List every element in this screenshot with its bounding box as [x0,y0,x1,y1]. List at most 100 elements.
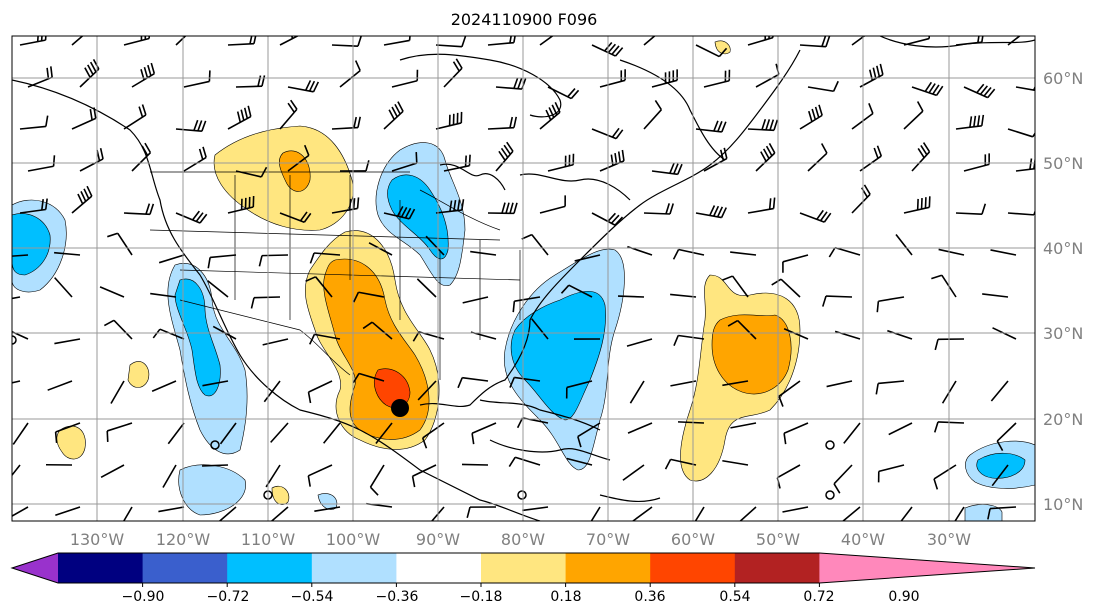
wind-barb-staff [591,44,616,57]
lon-label: 120°W [156,530,211,549]
colorbar-ticks: −0.90 −0.72 −0.54 −0.36 −0.18 0.18 0.36 … [122,589,920,605]
wind-barb-flag [54,431,58,444]
wind-barb-flag [191,210,200,221]
wind-barb-flag [818,104,823,116]
wind-barb-staff [12,296,21,300]
wind-barb-flag [716,206,724,218]
wind-barb-staff [963,86,989,99]
wind-barb-flag [607,43,616,54]
wind-barb-flag [761,118,767,130]
wind-barb-flag [933,478,939,490]
colorbar-segment [396,553,482,583]
lon-label: 80°W [501,530,545,549]
wind-barb-flag [505,202,510,214]
wind-barb-flag [243,107,249,119]
wind-barb-flag [312,81,320,93]
wind-barb-staff [963,163,990,172]
wind-barb-flag [611,45,620,55]
wind-barb-flag [287,102,295,113]
wind-barb-flag [617,151,622,163]
wind-barb-staff [79,158,104,172]
wind-barb-flag [672,249,680,260]
wind-barb-staff [71,36,84,46]
wind-barb-flag [103,319,115,327]
wind-barb-flag [996,440,1004,452]
colorbar-segment [58,553,144,583]
wind-barb-flag [924,81,933,92]
wind-barb-flag [1018,36,1020,37]
wind-barb-staff [722,380,749,387]
wind-barb-flag [721,121,727,133]
wind-barb-staff [412,464,437,477]
wind-barb-flag [615,129,624,140]
wind-barb-staff [843,422,861,444]
wind-barb-staff [747,207,774,214]
wind-barb-flag [138,106,144,118]
wind-barb-staff [471,422,497,434]
wind-barb-staff [175,212,201,224]
wind-barb-staff [878,380,905,385]
wind-barb-staff [903,37,930,46]
wind-barb-flag [46,67,50,79]
wind-barb-flag [659,18,664,28]
wind-barb-staff [782,254,809,263]
wind-barb-flag [737,524,742,534]
wind-barb-staff [783,328,809,340]
wind-barb-staff [106,422,133,432]
wind-barb-flag [411,476,416,488]
wind-barb-flag [762,148,770,159]
wind-barb-staff [218,506,237,521]
wind-barb-staff [369,464,385,488]
wind-barb-staff [150,292,177,298]
wind-barb-flag [357,116,362,128]
wind-barb-flag [80,191,87,202]
wind-barb-staff [54,338,81,345]
wind-barb-flag [862,24,866,34]
wind-barb-flag [614,47,624,57]
wind-barb-flag [873,147,879,159]
wind-barb-flag [93,107,97,119]
wind-barb-staff [591,128,617,140]
wind-barb-flag [201,120,207,132]
wind-barb-staff [1007,128,1034,138]
wind-barb-flag [92,59,100,70]
wind-barb-flag [44,198,48,210]
wind-barb-staff [677,421,705,424]
map-area [12,18,1035,534]
wind-barb-staff [151,380,177,393]
wind-barb-flag [421,437,428,449]
wind-barb-flag [610,154,614,166]
wind-barb-staff [799,212,825,223]
wind-barb-staff [117,232,133,256]
wind-barb-staff [227,206,254,214]
wind-barb-flag [516,417,524,429]
wind-barb-staff [71,117,97,130]
wind-barb-staff [626,338,653,347]
wind-barb-staff [783,422,809,434]
wind-barb-staff [314,276,333,298]
wind-barb-staff [27,76,53,88]
wind-barb-staff [422,422,445,439]
wind-barb-staff [539,111,561,130]
wind-barb-staff [314,333,341,340]
wind-barb-flag [260,166,268,178]
anomaly-spot-4 [271,485,290,505]
wind-barb-staff [235,85,263,88]
wind-barb-staff [235,170,262,178]
wind-barb-staff [383,39,410,46]
wind-barb-staff [207,280,229,298]
wind-barb-staff [678,248,705,256]
wind-barb-flag [820,143,828,154]
wind-barb-flag [141,104,147,116]
wind-barb-flag [461,199,465,211]
wind-barb-staff [591,212,616,226]
wind-barb-staff [110,380,125,404]
wind-barb-staff [833,464,853,485]
wind-barb-staff [416,278,437,298]
wind-barb-staff [461,463,489,466]
wind-barb-staff [514,456,541,466]
wind-barb-staff [722,459,749,466]
wind-barb-staff [678,334,705,340]
lon-label: 100°W [326,530,381,549]
